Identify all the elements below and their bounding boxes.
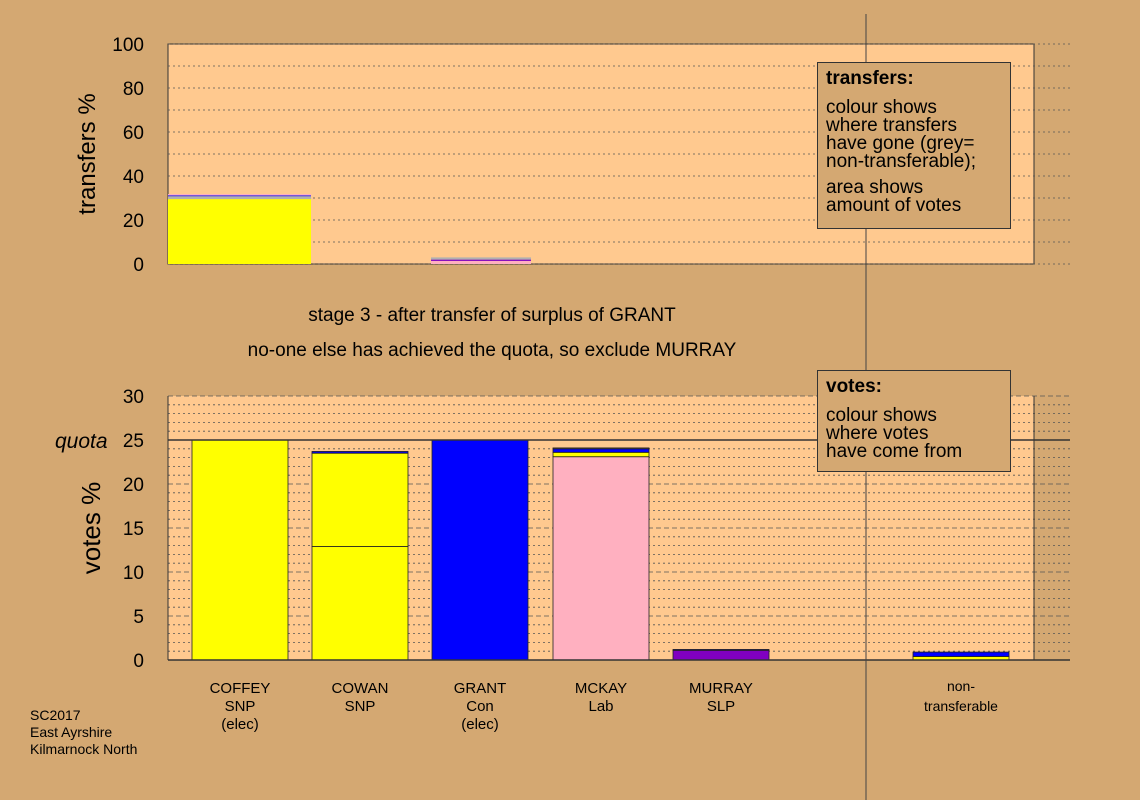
source-note: SC2017 East Ayrshire Kilmarnock North xyxy=(30,707,137,758)
candidate-label: SLP xyxy=(707,698,735,715)
y-tick-label: 60 xyxy=(123,123,144,144)
votes-legend-title: votes: xyxy=(826,376,882,397)
vote-segment xyxy=(311,452,409,547)
transfer-segment xyxy=(431,260,531,264)
transfers-legend-line: colour shows xyxy=(826,97,937,118)
candidate-label: MURRAY xyxy=(689,680,753,697)
candidate-label: MCKAY xyxy=(575,680,627,697)
y-axis-label-transfers: transfers % xyxy=(74,93,101,214)
transfers-legend-line: area shows xyxy=(826,177,924,198)
source-line: Kilmarnock North xyxy=(30,741,138,757)
y-tick-label: 10 xyxy=(123,563,144,584)
transfers-legend-line: amount of votes xyxy=(826,195,962,216)
vote-segment xyxy=(672,649,770,661)
vote-segment xyxy=(552,451,650,458)
y-tick-label: 20 xyxy=(123,475,144,496)
candidate-label: COWAN xyxy=(332,680,389,697)
candidate-label: (elec) xyxy=(221,716,259,733)
transfers-legend: transfers: colour shows where transfers … xyxy=(817,62,1011,229)
transfer-segment xyxy=(168,196,311,200)
candidate-label: SNP xyxy=(345,698,376,715)
y-tick-label: 15 xyxy=(123,519,144,540)
votes-legend: votes: colour shows where votes have com… xyxy=(817,370,1011,472)
votes-legend-line: where votes xyxy=(826,423,929,444)
transfer-segment xyxy=(168,199,311,264)
vote-segment xyxy=(552,448,650,453)
transfers-legend-line: where transfers xyxy=(826,115,957,136)
candidate-label: Con xyxy=(466,698,494,715)
candidate-label: (elec) xyxy=(461,716,499,733)
transfer-segment xyxy=(168,195,311,197)
vote-segment xyxy=(552,447,650,450)
candidate-label: GRANT xyxy=(454,680,507,697)
y-tick-label: 30 xyxy=(123,387,144,408)
transfer-segment xyxy=(431,257,531,260)
candidate-label: transferable xyxy=(924,698,998,714)
transfers-legend-line: non-transferable); xyxy=(826,151,976,172)
y-tick-label: 0 xyxy=(133,651,144,672)
y-tick-label: 20 xyxy=(123,211,144,232)
y-tick-label: 80 xyxy=(123,79,144,100)
vote-segment xyxy=(672,649,770,651)
transfer-segment xyxy=(431,259,531,261)
source-line: SC2017 xyxy=(30,707,81,723)
transfer-segment xyxy=(168,194,311,196)
source-line: East Ayrshire xyxy=(30,724,113,740)
candidate-label: non- xyxy=(947,678,975,694)
candidate-label: SNP xyxy=(225,698,256,715)
vote-segment xyxy=(912,651,1010,657)
vote-segment xyxy=(431,439,529,661)
quota-label: quota xyxy=(55,430,108,453)
vote-segment xyxy=(311,546,409,661)
vote-segment xyxy=(552,456,650,661)
candidate-label: COFFEY xyxy=(210,680,271,697)
y-axis-label-votes: votes % xyxy=(76,482,106,575)
y-tick-label: 40 xyxy=(123,167,144,188)
stage-caption: stage 3 - after transfer of surplus of G… xyxy=(308,305,676,326)
candidate-label: Lab xyxy=(588,698,613,715)
vote-segment xyxy=(311,451,409,454)
action-caption: no-one else has achieved the quota, so e… xyxy=(247,340,737,361)
transfers-legend-title: transfers: xyxy=(826,68,914,89)
y-tick-label: 0 xyxy=(133,255,144,276)
y-tick-label: 5 xyxy=(133,607,144,628)
y-tick-label: 100 xyxy=(112,35,144,56)
y-tick-label: 25 xyxy=(123,431,144,452)
vote-segment xyxy=(191,439,289,661)
votes-legend-line: colour shows xyxy=(826,405,937,426)
votes-legend-line: have come from xyxy=(826,441,963,462)
transfers-legend-line: have gone (grey= xyxy=(826,133,975,154)
